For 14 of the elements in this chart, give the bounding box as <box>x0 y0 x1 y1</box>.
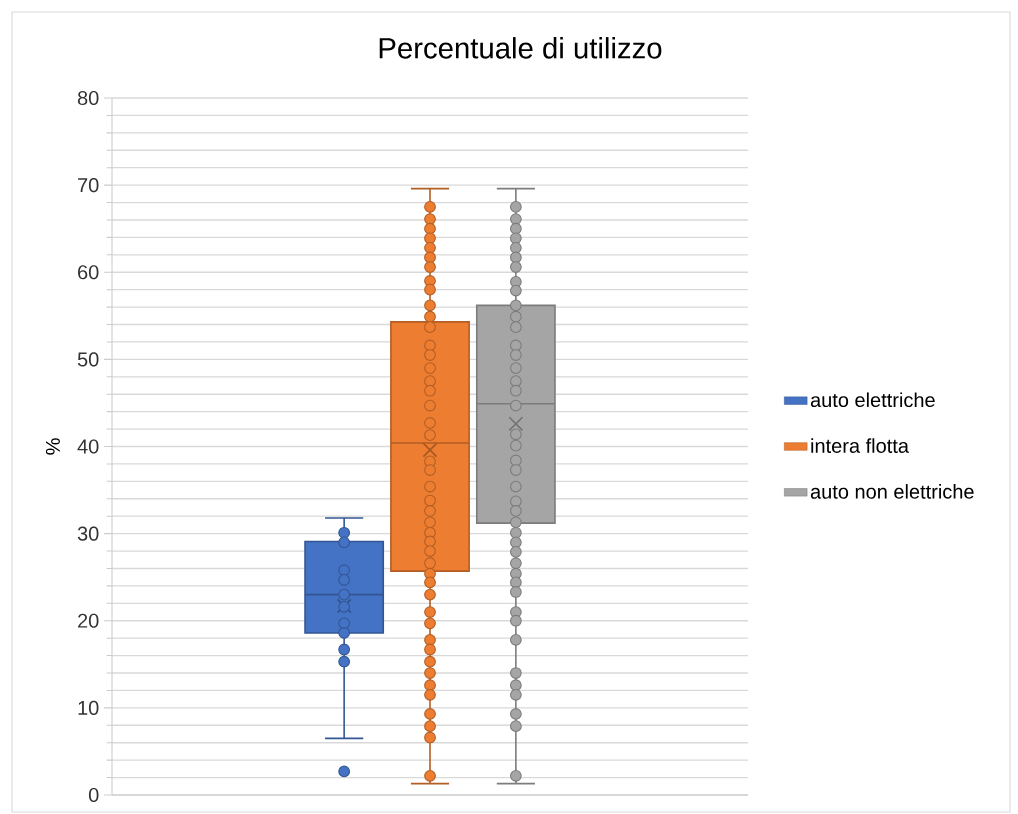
y-tick-label: 40 <box>77 439 99 454</box>
y-tick-label: 30 <box>77 526 99 541</box>
y-tick-label: 60 <box>78 265 99 280</box>
legend-label: auto non elettriche <box>810 484 974 499</box>
y-tick-label: 0 <box>88 787 99 803</box>
y-tick-label: 20 <box>78 613 99 628</box>
y-tick-label: 80 <box>77 90 99 106</box>
y-axis-title: % <box>45 438 60 455</box>
legend-label: auto elettriche <box>810 392 935 408</box>
y-tick-label: 10 <box>78 700 99 715</box>
y-tick-label: 70 <box>78 178 99 193</box>
legend-label: intera flotta <box>811 438 909 453</box>
chart-title: Percentuale di utilizzo <box>379 37 662 59</box>
y-tick-label: 50 <box>77 352 99 367</box>
